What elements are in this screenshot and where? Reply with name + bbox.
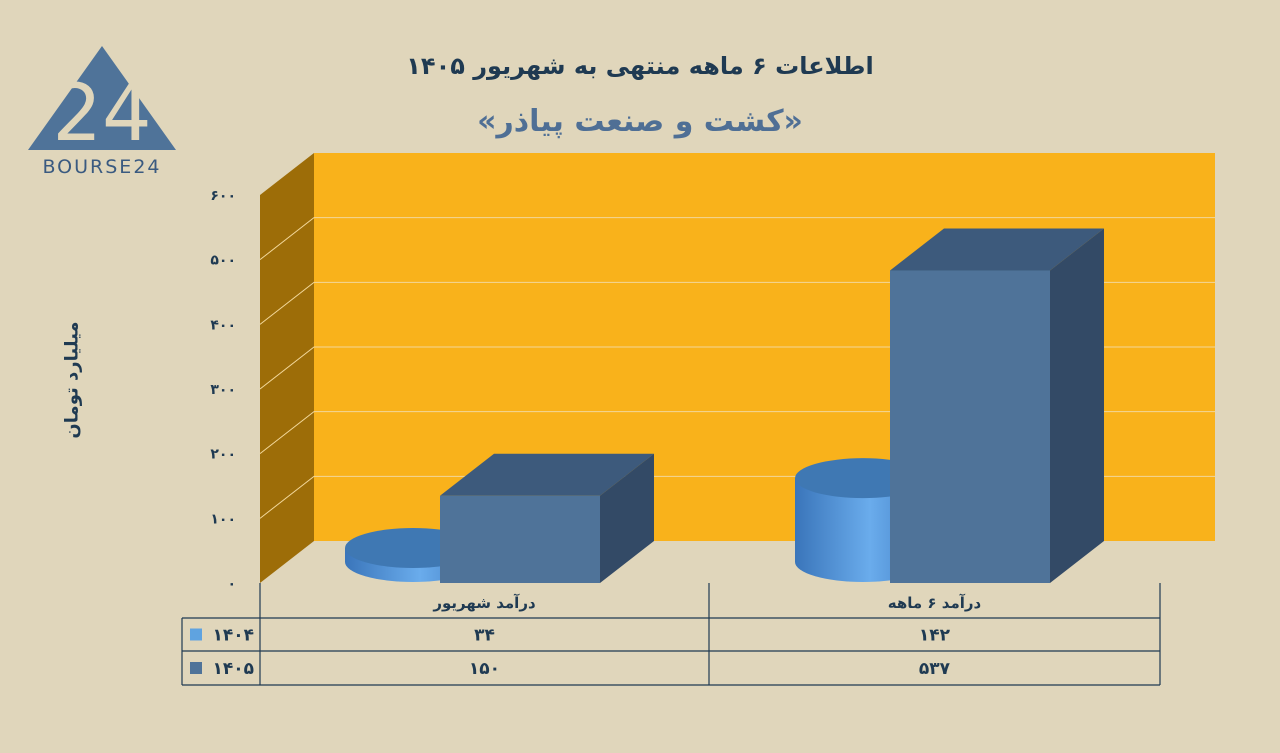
legend-label: ۱۴۰۴	[212, 626, 254, 646]
chart-subtitle: «کشت و صنعت پیاذر»	[477, 104, 803, 139]
data-label: ۵۳۷	[919, 659, 951, 679]
data-label: ۳۴	[474, 626, 495, 646]
y-tick-label: ۳۰۰	[210, 382, 236, 398]
data-label: ۱۵۰	[469, 659, 500, 679]
legend-swatch	[190, 662, 202, 674]
logo-text: BOURSE24	[42, 156, 162, 178]
logo-mark: 24	[52, 69, 151, 159]
y-tick-label: ۰	[227, 576, 236, 592]
bourse24-logo: 24	[28, 46, 176, 159]
gridline	[259, 217, 1215, 261]
y-tick-label: ۵۰۰	[210, 253, 236, 269]
bar-1405-2	[890, 228, 1104, 583]
bar-1405-1	[440, 453, 654, 583]
chart-title: اطلاعات ۶ ماهه منتهی به شهریور ۱۴۰۵	[406, 52, 874, 80]
legend-swatch	[190, 628, 202, 641]
x-tick-label: درآمد شهریور	[432, 594, 536, 612]
y-tick-label: ۱۰۰	[210, 511, 236, 527]
data-label: ۱۴۲	[919, 626, 951, 646]
y-tick-label: ۶۰۰	[210, 188, 236, 204]
x-tick-label: درآمد ۶ ماهه	[888, 594, 982, 612]
y-tick-label: ۲۰۰	[210, 447, 236, 463]
legend-label: ۱۴۰۵	[212, 659, 254, 679]
y-tick-label: ۴۰۰	[210, 317, 236, 333]
